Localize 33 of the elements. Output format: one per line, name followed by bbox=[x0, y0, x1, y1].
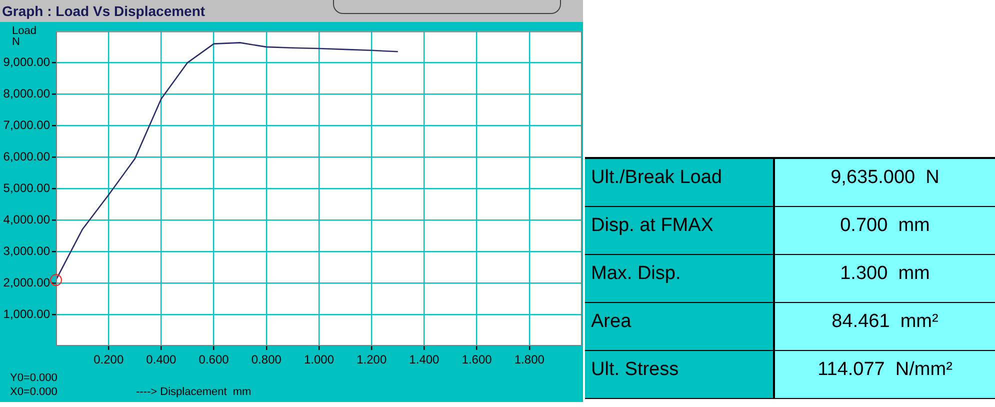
x-tick-label: 0.400 bbox=[146, 352, 177, 367]
y-tick-label: 2,000.00 bbox=[3, 275, 50, 290]
x-axis-title: ----> Displacement mm bbox=[136, 386, 252, 398]
x-tick-label: 1.800 bbox=[514, 352, 545, 367]
text: X0=0.000 bbox=[10, 386, 58, 398]
text: Y0=0.000 bbox=[10, 372, 58, 384]
x-tick-label: 0.200 bbox=[94, 352, 124, 367]
category-label: Area bbox=[585, 303, 775, 350]
x-tick-label: 1.600 bbox=[462, 352, 492, 367]
text: 114.077 N/mm² bbox=[775, 351, 995, 398]
x-tick-label: 1.400 bbox=[409, 352, 440, 367]
y-tick-label: 6,000.00 bbox=[3, 149, 50, 164]
category-label: Max. Disp. bbox=[585, 255, 775, 302]
y-tick-label: 9,000.00 bbox=[3, 54, 50, 69]
text: 84.461 mm² bbox=[775, 303, 995, 350]
y-tick-label: 1,000.00 bbox=[3, 306, 50, 321]
category-label: Ult./Break Load bbox=[585, 159, 775, 206]
text: 9,635.000 N bbox=[775, 159, 995, 206]
category-label: Disp. at FMAX bbox=[585, 207, 775, 254]
x-tick-label: 1.200 bbox=[356, 352, 387, 367]
y-tick-label: 5,000.00 bbox=[3, 180, 50, 195]
category-label: Ult. Stress bbox=[585, 351, 775, 398]
text: 1.300 mm bbox=[775, 255, 995, 302]
y-tick-label: 7,000.00 bbox=[3, 118, 50, 132]
y-tick-label: 8,000.00 bbox=[3, 86, 50, 100]
y-axis-title: Load N bbox=[12, 25, 38, 48]
x-tick-label: 0.800 bbox=[251, 352, 282, 367]
y-tick-label: 3,000.00 bbox=[3, 244, 50, 258]
y-tick-label: 4,000.00 bbox=[3, 212, 50, 226]
x-tick-label: 0.600 bbox=[198, 352, 230, 367]
chart-title: Graph : Load Vs Displacement bbox=[0, 0, 583, 22]
x-tick-label: 1.000 bbox=[304, 352, 334, 367]
text: 0.700 mm bbox=[775, 207, 995, 254]
